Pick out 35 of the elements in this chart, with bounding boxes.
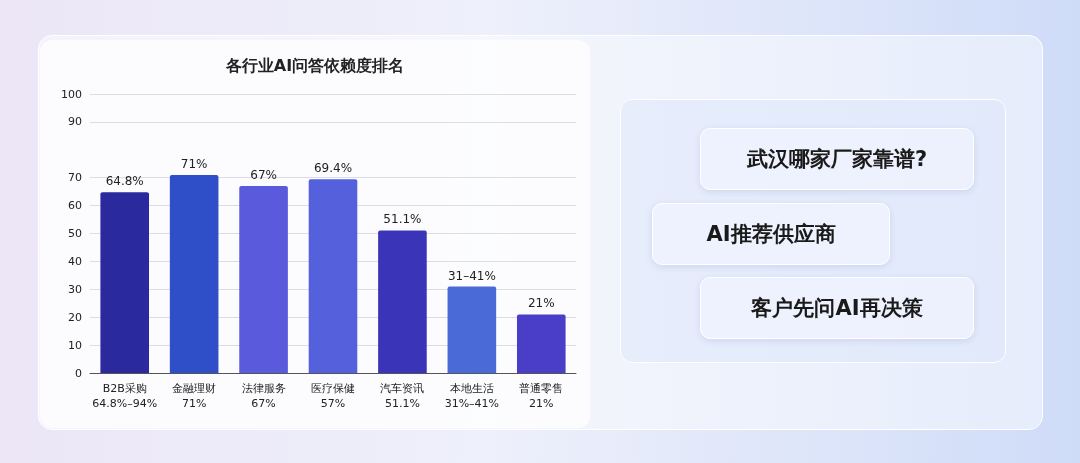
speech-bubble: AI推荐供应商 [652, 203, 890, 265]
x-tick-label: 金融理财 71% [172, 382, 217, 410]
y-tick-label: 60 [68, 199, 82, 213]
y-tick-label: 30 [68, 282, 82, 296]
bar [100, 192, 150, 373]
y-tick-label: 100 [61, 87, 82, 101]
y-tick-label: 90 [68, 115, 82, 129]
data-label: 21% [527, 296, 555, 311]
y-tick-label: 10 [68, 338, 82, 352]
y-tick-label: 40 [68, 254, 82, 268]
bar [516, 314, 566, 373]
data-label: 71% [180, 156, 208, 171]
bar [169, 174, 219, 373]
bar [308, 179, 358, 373]
x-tick-label: B2B采购 64.8%–94% [92, 382, 158, 410]
chart-title: 各行业AI问答依赖度排名 [224, 55, 405, 75]
x-tick-label: 法律服务 67% [241, 382, 286, 410]
speech-bubble: 武汉哪家厂家靠谱? [700, 128, 974, 190]
data-label: 51.1% [383, 212, 422, 227]
x-tick-label: 本地生活 31%–41% [444, 382, 500, 410]
bar [447, 286, 497, 373]
data-label: 64.8% [105, 174, 144, 189]
x-tick-label: 医疗保健 57% [311, 382, 355, 410]
y-tick-label: 20 [68, 310, 82, 324]
x-tick-label: 汽车资讯 51.1% [380, 382, 425, 410]
data-label: 31–41% [447, 268, 496, 283]
bar [378, 230, 427, 373]
y-tick-label: 0 [75, 366, 82, 380]
y-tick-label: 70 [68, 171, 82, 185]
y-tick-label: 50 [68, 227, 82, 240]
data-label: 69.4% [313, 161, 353, 176]
bar [239, 186, 288, 373]
data-label: 67% [250, 168, 277, 183]
speech-bubble: 客户先问AI再决策 [700, 277, 974, 339]
x-tick-label: 普通零售 21% [519, 382, 564, 410]
